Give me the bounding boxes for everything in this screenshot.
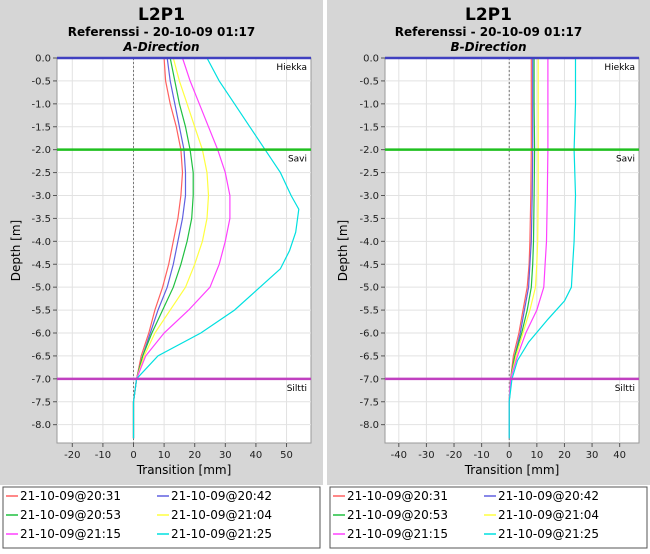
y-tick-label: 0.0 bbox=[363, 54, 379, 65]
legend-entry-5: 21-10-09@21:15 bbox=[347, 527, 448, 541]
x-tick-label: 40 bbox=[250, 450, 263, 461]
series-line-6 bbox=[508, 58, 577, 439]
legend-entry-4: 21-10-09@21:04 bbox=[498, 508, 599, 522]
x-tick-label: 10 bbox=[158, 450, 171, 461]
legend-entry-4: 21-10-09@21:04 bbox=[171, 508, 272, 522]
y-tick-label: -6.0 bbox=[31, 329, 51, 340]
y-tick-label: -5.5 bbox=[31, 306, 51, 317]
y-tick-label: -7.5 bbox=[359, 397, 379, 408]
x-tick-label: -10 bbox=[95, 450, 111, 461]
y-tick-label: -2.5 bbox=[31, 168, 51, 179]
x-tick-label: 30 bbox=[586, 450, 599, 461]
legend: 21-10-09@20:31 21-10-09@20:42 21-10-09@20:… bbox=[2, 486, 321, 549]
y-tick-label: -6.5 bbox=[359, 351, 379, 362]
x-tick-label: -20 bbox=[446, 450, 462, 461]
plot-area bbox=[384, 57, 640, 444]
layer-label: Savi bbox=[288, 155, 307, 165]
y-tick-label: 0.0 bbox=[35, 54, 51, 65]
y-tick-label: -5.0 bbox=[31, 283, 51, 294]
x-tick-label: 20 bbox=[558, 450, 571, 461]
layer-label: Hiekka bbox=[276, 63, 307, 73]
y-tick-label: -5.0 bbox=[359, 283, 379, 294]
y-tick-label: -7.0 bbox=[359, 374, 379, 385]
y-tick-label: -0.5 bbox=[359, 76, 379, 87]
y-tick-label: -7.5 bbox=[31, 397, 51, 408]
y-tick-label: -3.0 bbox=[359, 191, 379, 202]
chart-direction: A-Direction bbox=[122, 40, 199, 54]
legend: 21-10-09@20:31 21-10-09@20:42 21-10-09@20:… bbox=[329, 486, 648, 549]
legend-entry-1: 21-10-09@20:31 bbox=[20, 489, 121, 503]
x-tick-label: -10 bbox=[473, 450, 489, 461]
y-tick-label: -4.5 bbox=[359, 260, 379, 271]
chart-title: L2P1 bbox=[465, 5, 512, 25]
y-tick-label: -7.0 bbox=[31, 374, 51, 385]
x-tick-label: 50 bbox=[280, 450, 293, 461]
x-tick-label: 0 bbox=[130, 450, 136, 461]
layer-label: Hiekka bbox=[604, 63, 635, 73]
y-tick-label: -6.5 bbox=[31, 351, 51, 362]
y-tick-label: -5.5 bbox=[359, 306, 379, 317]
chart-direction: B-Direction bbox=[450, 40, 526, 54]
legend-entry-3: 21-10-09@20:53 bbox=[347, 508, 448, 522]
layer-label: Siltti bbox=[287, 384, 307, 394]
y-tick-label: -4.0 bbox=[359, 237, 379, 248]
y-tick-label: -1.5 bbox=[359, 122, 379, 133]
layer-label: Siltti bbox=[615, 384, 635, 394]
y-axis-label: Depth [m] bbox=[336, 220, 350, 281]
y-axis-label: Depth [m] bbox=[9, 220, 23, 281]
y-tick-label: -0.5 bbox=[31, 76, 51, 87]
legend-entry-1: 21-10-09@20:31 bbox=[347, 489, 448, 503]
x-tick-label: -40 bbox=[391, 450, 407, 461]
y-tick-label: -1.0 bbox=[359, 99, 379, 110]
y-tick-label: -8.0 bbox=[31, 420, 51, 431]
y-tick-label: -4.5 bbox=[31, 260, 51, 271]
y-tick-label: -2.0 bbox=[31, 145, 51, 156]
y-tick-label: -3.5 bbox=[359, 214, 379, 225]
x-axis-label: Transition [mm] bbox=[464, 463, 560, 477]
y-tick-label: -3.5 bbox=[31, 214, 51, 225]
x-tick-label: 20 bbox=[188, 450, 201, 461]
chart-subtitle: Referenssi - 20-10-09 01:17 bbox=[68, 25, 256, 39]
y-tick-label: -1.5 bbox=[31, 122, 51, 133]
x-tick-label: -20 bbox=[64, 450, 80, 461]
x-tick-label: -30 bbox=[418, 450, 434, 461]
legend-box bbox=[329, 486, 648, 549]
y-tick-label: -8.0 bbox=[359, 420, 379, 431]
y-tick-label: -1.0 bbox=[31, 99, 51, 110]
layer-label: Savi bbox=[616, 155, 635, 165]
y-tick-label: -4.0 bbox=[31, 237, 51, 248]
legend-entry-2: 21-10-09@20:42 bbox=[171, 489, 272, 503]
x-tick-label: 30 bbox=[219, 450, 232, 461]
legend-entry-6: 21-10-09@21:25 bbox=[498, 527, 599, 541]
chart-title: L2P1 bbox=[138, 5, 185, 25]
y-tick-label: -3.0 bbox=[31, 191, 51, 202]
x-axis-label: Transition [mm] bbox=[136, 463, 232, 477]
x-tick-label: 10 bbox=[530, 450, 543, 461]
legend-entry-3: 21-10-09@20:53 bbox=[20, 508, 121, 522]
y-tick-label: -6.0 bbox=[359, 329, 379, 340]
legend-entry-5: 21-10-09@21:15 bbox=[20, 527, 121, 541]
y-tick-label: -2.0 bbox=[359, 145, 379, 156]
legend-entry-2: 21-10-09@20:42 bbox=[498, 489, 599, 503]
legend-entry-6: 21-10-09@21:25 bbox=[171, 527, 272, 541]
legend-box bbox=[2, 486, 321, 549]
x-tick-label: 40 bbox=[613, 450, 626, 461]
x-tick-label: 0 bbox=[506, 450, 512, 461]
y-tick-label: -2.5 bbox=[359, 168, 379, 179]
chart-subtitle: Referenssi - 20-10-09 01:17 bbox=[395, 25, 583, 39]
